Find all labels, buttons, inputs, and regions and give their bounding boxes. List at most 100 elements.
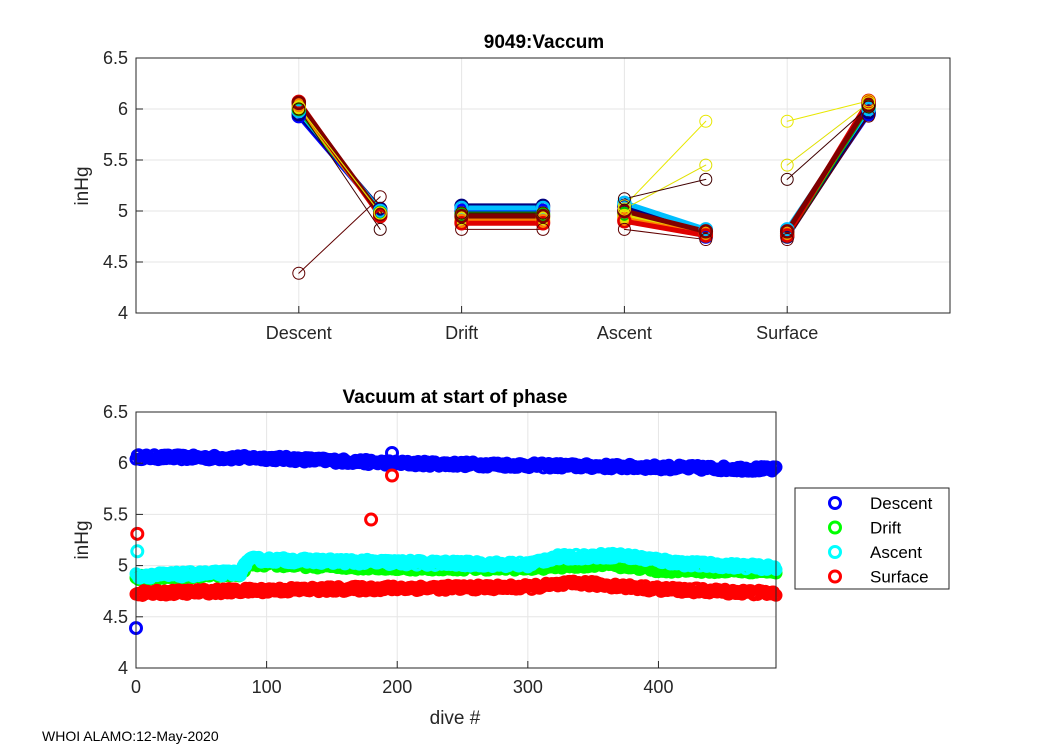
bottom-y-tick-label: 5.5	[103, 504, 128, 524]
top-y-tick-label: 4.5	[103, 252, 128, 272]
legend-label-drift: Drift	[870, 519, 901, 538]
bottom-y-tick-label: 6	[118, 453, 128, 473]
top-series-marker	[617, 199, 631, 213]
top-series-segment	[786, 115, 870, 241]
top-category-label: Drift	[445, 323, 478, 343]
top-series-segment	[621, 218, 709, 238]
legend-label-surface: Surface	[870, 568, 929, 587]
top-series-marker	[535, 200, 551, 216]
top-series-marker	[779, 224, 795, 239]
top-y-tick-label: 6.5	[103, 48, 128, 68]
top-series-marker	[780, 114, 794, 128]
top-category-label: Ascent	[597, 323, 652, 343]
bottom-axes-box	[135, 411, 777, 669]
bottom-x-tick-label: 0	[131, 677, 141, 697]
top-y-tick-label: 4	[118, 303, 128, 323]
bottom-y-tick-label: 4	[118, 658, 128, 678]
top-y-tick-label: 5.5	[103, 150, 128, 170]
top-series-segment	[786, 102, 870, 166]
top-series-marker	[291, 95, 307, 111]
top-series-marker	[455, 222, 469, 236]
top-axes: 4 4.5 5 5.5 6 6.5 Descent Drift Ascent Surface 904…	[72, 32, 951, 343]
top-series-marker	[699, 233, 713, 247]
bottom-outlier-marker	[385, 468, 399, 483]
top-series-marker	[862, 109, 876, 123]
top-series-marker	[617, 202, 631, 216]
top-series-marker	[454, 200, 469, 216]
bottom-series-descent	[129, 445, 783, 636]
top-series-segment	[784, 102, 872, 234]
bottom-x-tick-label: 100	[252, 677, 282, 697]
legend: Descent Drift Ascent Surface	[794, 487, 950, 590]
bottom-x-axis-label: dive #	[430, 708, 481, 729]
top-series-segment	[298, 108, 381, 230]
bottom-x-tick-label: 200	[382, 677, 412, 697]
top-series-marker	[373, 222, 387, 236]
top-series-marker	[536, 222, 550, 236]
legend-label-descent: Descent	[870, 494, 933, 513]
bottom-y-axis-label: inHg	[72, 520, 93, 559]
bottom-chart-title: Vacuum at start of phase	[343, 387, 568, 408]
bottom-x-tick-label: 300	[513, 677, 543, 697]
top-series-segment	[786, 106, 870, 180]
top-chart-title: 9049:Vaccum	[484, 32, 604, 53]
top-axes-box	[135, 57, 951, 314]
top-series-marker	[455, 206, 469, 220]
legend-marker-surface	[828, 569, 842, 584]
top-series-marker	[617, 192, 631, 206]
bottom-series-ascent	[129, 544, 783, 585]
top-series-marker	[536, 206, 550, 220]
top-series-marker	[698, 224, 714, 239]
bottom-outlier-marker	[130, 544, 145, 559]
top-series-marker	[454, 215, 469, 231]
bottom-y-tick-label: 6.5	[103, 402, 128, 422]
top-y-tick-label: 5	[118, 201, 128, 221]
top-series-marker	[699, 114, 713, 128]
legend-marker-ascent	[828, 545, 842, 559]
top-series-marker	[292, 266, 306, 280]
top-series-marker	[699, 172, 713, 186]
top-series-marker	[779, 228, 795, 243]
bottom-y-tick-label: 5	[118, 556, 128, 576]
top-y-axis-label: inHg	[72, 166, 93, 205]
top-series-segment	[621, 208, 709, 234]
top-series-segment	[786, 100, 870, 122]
top-y-tick-label: 6	[118, 99, 128, 119]
top-series-marker	[699, 158, 713, 172]
top-series-marker	[780, 172, 794, 186]
top-category-label: Surface	[756, 323, 818, 343]
bottom-axes: 4 4.5 5 5.5 6 6.5 0 100 200 300 400 Vacuum at start…	[72, 387, 783, 729]
bottom-outlier-marker	[130, 526, 145, 541]
legend-label-ascent: Ascent	[870, 543, 922, 562]
top-series-marker	[535, 208, 551, 224]
top-series-marker	[862, 100, 876, 114]
legend-marker-descent	[828, 496, 842, 510]
bottom-outlier-marker	[364, 512, 379, 527]
footer-credit: WHOI ALAMO:12-May-2020	[42, 728, 219, 744]
top-series-marker	[454, 208, 469, 224]
top-plot-area	[136, 58, 950, 313]
top-series-marker	[862, 96, 876, 110]
top-series-marker	[698, 228, 714, 243]
top-series-marker	[535, 215, 551, 231]
bottom-outlier-marker	[385, 445, 399, 460]
top-series-segment	[623, 228, 707, 241]
bottom-x-tick-label: 400	[643, 677, 673, 697]
top-series-marker	[780, 233, 794, 247]
top-series-segment	[623, 164, 707, 210]
top-series-segment	[298, 106, 381, 214]
legend-box	[794, 487, 950, 590]
top-series-marker	[617, 222, 631, 236]
bottom-y-tick-label: 4.5	[103, 607, 128, 627]
top-series-marker	[373, 190, 387, 204]
top-series-segment	[621, 200, 709, 232]
top-series-segment	[623, 178, 707, 200]
top-series-segment	[623, 120, 707, 207]
top-series-marker	[373, 206, 387, 220]
legend-marker-drift	[828, 520, 842, 535]
top-category-label: Descent	[266, 323, 332, 343]
top-series-marker	[292, 102, 306, 116]
top-series-marker	[780, 158, 794, 172]
bottom-series-surface	[129, 468, 783, 602]
